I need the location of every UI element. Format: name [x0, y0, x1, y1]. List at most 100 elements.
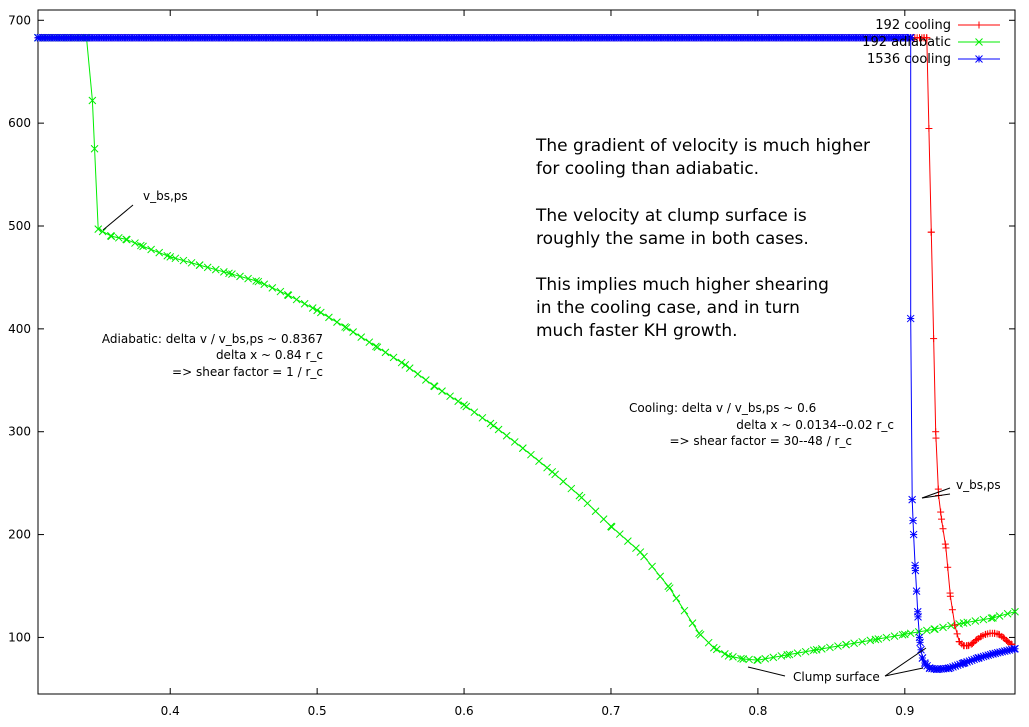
data-point — [665, 584, 674, 592]
data-point — [147, 245, 155, 254]
v-bs-left-label: v_bs,ps — [143, 189, 188, 203]
data-point — [577, 493, 586, 502]
data-point — [405, 364, 414, 372]
legend-label: 192 cooling — [875, 18, 951, 33]
y-tick-label: 500 — [8, 219, 31, 233]
data-point — [971, 617, 980, 625]
data-point — [933, 665, 941, 674]
data-point — [139, 242, 147, 251]
data-point — [632, 544, 640, 553]
data-point — [912, 587, 921, 595]
data-point — [959, 659, 968, 667]
data-point — [640, 552, 648, 561]
data-point — [372, 342, 380, 351]
data-point — [163, 251, 172, 260]
x-tick-label: 0.4 — [161, 704, 180, 718]
x-tick-label: 0.9 — [895, 704, 914, 718]
data-point — [898, 630, 907, 639]
adiabatic-note-line1: Adiabatic: delta v / v_bs,ps ~ 0.8367 — [102, 332, 323, 346]
data-point — [850, 639, 858, 648]
note-line-3: The velocity at clump surface is — [535, 206, 807, 226]
data-point — [599, 515, 608, 523]
data-point — [959, 619, 968, 627]
cooling-note-line1: Cooling: delta v / v_bs,ps ~ 0.6 — [629, 401, 816, 415]
v-bs-right-pointer-2 — [921, 493, 951, 499]
adiabatic-note-line2: delta x ~ 0.84 r_c — [216, 348, 323, 362]
data-point — [454, 397, 463, 406]
data-point — [989, 650, 997, 658]
x-tick-label: 0.7 — [601, 704, 620, 718]
x-tick-label: 0.6 — [455, 704, 474, 718]
data-point — [583, 499, 592, 508]
data-point — [908, 495, 917, 504]
data-point — [219, 268, 228, 276]
data-point — [413, 370, 422, 378]
data-point — [906, 33, 915, 42]
data-point — [114, 233, 123, 242]
data-point — [688, 619, 697, 627]
data-point — [171, 254, 180, 263]
data-point — [34, 33, 42, 42]
series-1536-cooling — [34, 33, 1019, 674]
data-point — [333, 318, 341, 326]
data-point — [720, 650, 729, 658]
plot-frame — [37, 9, 1016, 695]
data-point — [704, 638, 713, 647]
note-line-2: for cooling than adiabatic. — [536, 159, 759, 179]
note-line-7: much faster KH growth. — [536, 321, 738, 341]
v-bs-right-label: v_bs,ps — [956, 478, 1001, 492]
data-point — [430, 382, 439, 391]
data-point — [761, 654, 770, 663]
data-point — [925, 664, 934, 673]
data-point — [535, 457, 543, 466]
data-point — [244, 274, 252, 283]
clump-surface-pointer-2 — [884, 667, 924, 677]
data-point — [527, 450, 535, 459]
data-point — [906, 629, 915, 638]
y-tick-label: 100 — [8, 630, 31, 644]
data-point — [98, 227, 107, 236]
data-point — [203, 263, 212, 272]
clump-surface-pointer-3 — [747, 666, 786, 677]
data-point — [543, 463, 551, 472]
clump-surface-pointer-1 — [884, 647, 927, 677]
data-point — [195, 261, 204, 269]
data-point — [548, 467, 557, 476]
note-line-1: The gradient of velocity is much higher — [535, 136, 870, 156]
data-point — [615, 530, 624, 538]
data-point — [122, 235, 131, 244]
data-point — [636, 548, 645, 556]
data-point — [947, 621, 955, 630]
data-point — [656, 572, 665, 581]
y-tick-label: 200 — [8, 528, 31, 542]
data-point — [155, 248, 164, 257]
data-point — [834, 642, 842, 650]
data-point — [90, 144, 99, 153]
data-point — [922, 626, 931, 635]
data-point — [308, 304, 317, 312]
data-point — [680, 606, 689, 615]
y-tick-label: 600 — [8, 116, 31, 130]
data-point — [313, 306, 321, 315]
data-point — [460, 401, 468, 409]
note-line-5: This implies much higher shearing — [535, 275, 829, 295]
data-point — [695, 629, 703, 638]
data-point — [252, 277, 261, 285]
data-point — [228, 270, 236, 278]
data-point — [438, 387, 446, 395]
data-point — [518, 444, 527, 453]
data-point — [812, 645, 821, 654]
data-point — [211, 265, 220, 274]
data-point — [502, 431, 511, 440]
data-point — [254, 277, 263, 286]
data-point — [268, 284, 277, 292]
data-point — [1011, 607, 1019, 616]
data-point — [882, 633, 891, 642]
data-point — [381, 348, 390, 357]
data-point — [911, 561, 919, 570]
data-point — [365, 338, 374, 347]
adiabatic-note-line3: => shear factor = 1 / r_c — [172, 365, 323, 379]
data-point — [874, 635, 883, 643]
data-point — [914, 613, 922, 621]
